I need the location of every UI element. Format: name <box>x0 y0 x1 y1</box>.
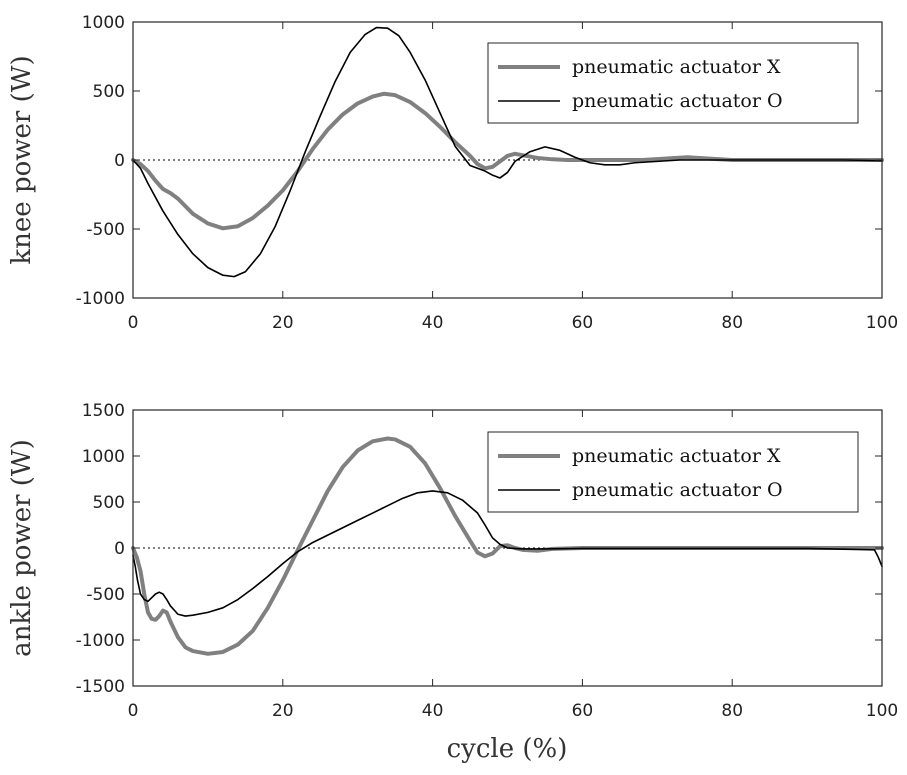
y-tick-label: 500 <box>93 493 125 513</box>
x-tick-label: 60 <box>572 313 594 333</box>
y-tick-label: 0 <box>114 539 125 559</box>
legend-label: pneumatic actuator O <box>572 90 783 112</box>
x-tick-label: 20 <box>272 313 294 333</box>
legend-item: pneumatic actuator X <box>498 445 781 467</box>
legend-box <box>487 42 859 124</box>
x-tick-label: 20 <box>272 701 294 721</box>
legend: pneumatic actuator X pneumatic actuator O <box>487 42 859 124</box>
legend-label: pneumatic actuator X <box>572 445 781 467</box>
y-tick-label: -1500 <box>76 677 125 697</box>
knee-power-plot: 0 20 40 60 80 100 -1000 -500 0 500 1000 knee power … <box>7 13 898 333</box>
x-tick-label: 0 <box>128 701 139 721</box>
x-axis-label: cycle (%) <box>447 734 568 764</box>
x-tick-label: 60 <box>572 701 594 721</box>
legend-label: pneumatic actuator X <box>572 56 781 78</box>
legend-label: pneumatic actuator O <box>572 479 783 501</box>
y-tick-label: 1500 <box>82 401 125 421</box>
legend-item: pneumatic actuator O <box>498 90 783 112</box>
x-tick-label: 40 <box>422 313 444 333</box>
x-tick-label: 0 <box>128 313 139 333</box>
y-tick-label: -500 <box>86 220 125 240</box>
y-tick-label: 1000 <box>82 447 125 467</box>
x-tick-label: 40 <box>422 701 444 721</box>
y-tick-label: 500 <box>93 82 125 102</box>
x-tick-label: 80 <box>721 313 743 333</box>
y-tick-label: -500 <box>86 585 125 605</box>
y-tick-label: -1000 <box>76 289 125 309</box>
y-tick-label: 1000 <box>82 13 125 33</box>
legend-box <box>487 431 859 513</box>
y-axis-label: knee power (W) <box>7 55 37 264</box>
series-line-actuator-o <box>132 490 883 617</box>
legend: pneumatic actuator X pneumatic actuator O <box>487 431 859 513</box>
x-tick-label: 100 <box>866 313 898 333</box>
legend-item: pneumatic actuator X <box>498 56 781 78</box>
x-tick-label: 80 <box>721 701 743 721</box>
y-tick-label: 0 <box>114 151 125 171</box>
ankle-power-plot: 0 20 40 60 80 100 -1500 -1000 -500 0 500 1000 1500 an… <box>7 401 898 764</box>
y-axis-label: ankle power (W) <box>7 439 37 657</box>
series-line-actuator-x <box>131 91 884 231</box>
legend-item: pneumatic actuator O <box>498 479 783 501</box>
y-tick-label: -1000 <box>76 631 125 651</box>
x-tick-label: 100 <box>866 701 898 721</box>
series-line-actuator-o <box>132 26 883 278</box>
